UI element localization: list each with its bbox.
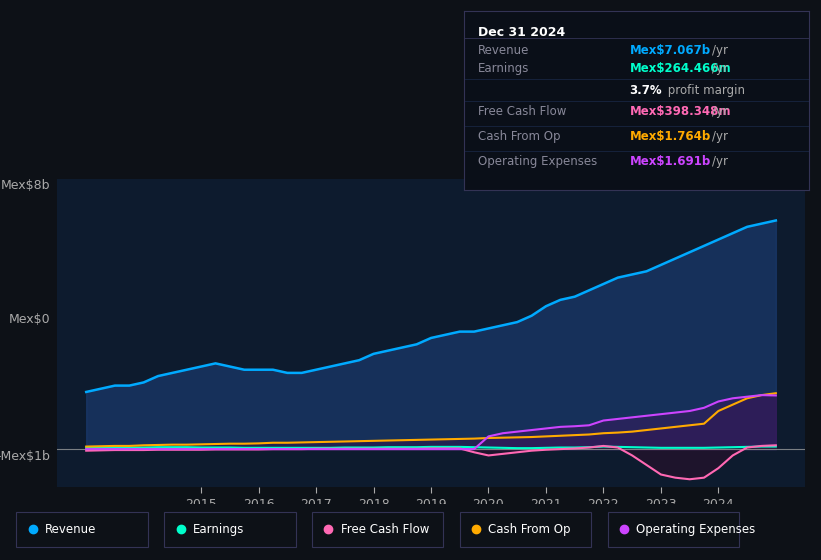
Text: Operating Expenses: Operating Expenses — [636, 522, 755, 536]
Text: Mex$1.691b: Mex$1.691b — [630, 155, 711, 168]
Text: Revenue: Revenue — [478, 44, 529, 57]
Text: Cash From Op: Cash From Op — [478, 130, 560, 143]
Text: Earnings: Earnings — [193, 522, 245, 536]
Text: Mex$7.067b: Mex$7.067b — [630, 44, 710, 57]
Text: -Mex$1b: -Mex$1b — [0, 450, 50, 463]
Text: Mex$8b: Mex$8b — [1, 179, 50, 192]
Text: Mex$398.348m: Mex$398.348m — [630, 105, 731, 118]
Text: Free Cash Flow: Free Cash Flow — [478, 105, 566, 118]
Text: /yr: /yr — [712, 105, 728, 118]
Text: Dec 31 2024: Dec 31 2024 — [478, 26, 565, 39]
Text: Mex$264.466m: Mex$264.466m — [630, 62, 731, 75]
Text: Mex$0: Mex$0 — [8, 313, 50, 326]
Text: Free Cash Flow: Free Cash Flow — [341, 522, 429, 536]
Text: Cash From Op: Cash From Op — [488, 522, 571, 536]
Text: /yr: /yr — [712, 155, 728, 168]
Text: Operating Expenses: Operating Expenses — [478, 155, 597, 168]
Text: Revenue: Revenue — [45, 522, 97, 536]
Text: /yr: /yr — [712, 62, 728, 75]
Text: profit margin: profit margin — [664, 83, 745, 96]
Text: Mex$1.764b: Mex$1.764b — [630, 130, 711, 143]
Text: 3.7%: 3.7% — [630, 83, 662, 96]
Text: /yr: /yr — [712, 130, 728, 143]
Text: /yr: /yr — [712, 44, 728, 57]
Text: Earnings: Earnings — [478, 62, 529, 75]
